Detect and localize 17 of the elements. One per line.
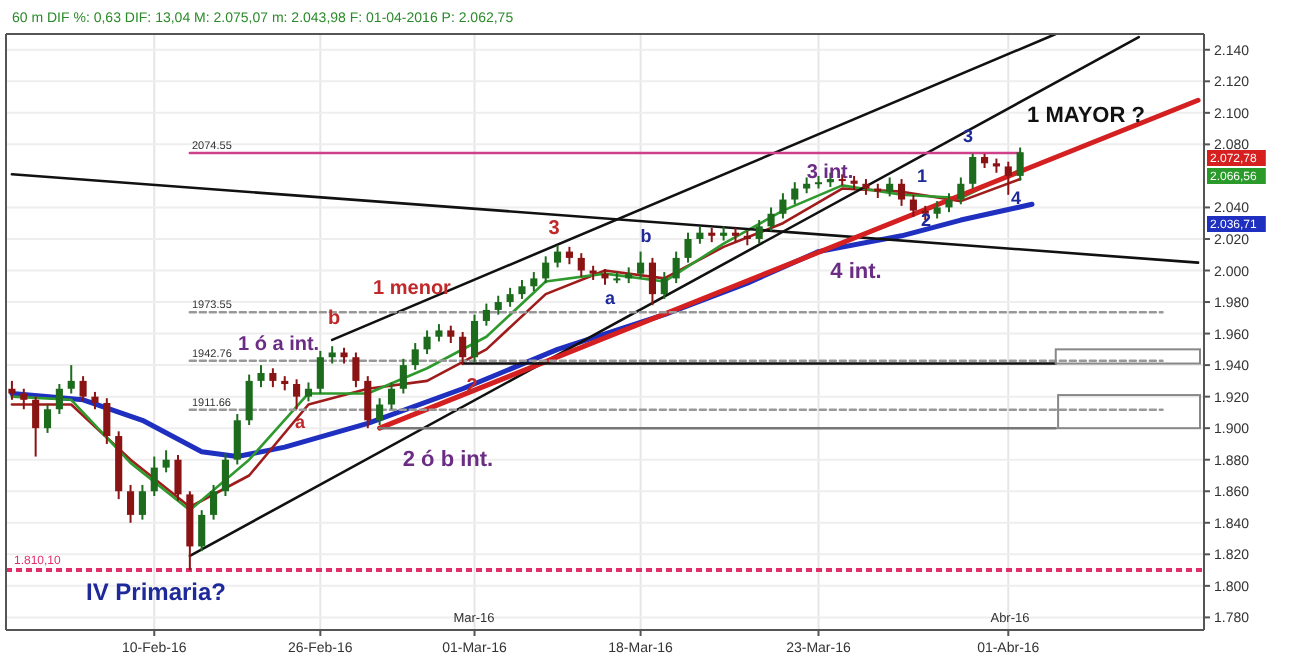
- annotation: b: [327, 308, 341, 330]
- annotation: a: [604, 288, 617, 308]
- annotation: 1: [916, 166, 928, 186]
- annotation: 1 ó a int.: [238, 334, 320, 356]
- annotation: 2: [466, 376, 479, 398]
- annotation: 4 int.: [830, 260, 882, 284]
- annotation: b: [640, 226, 653, 246]
- annotation: 2: [920, 210, 932, 230]
- annotation: 2 ó b int.: [402, 448, 494, 472]
- annotation: a: [294, 412, 307, 432]
- annotation: 1 menor: [373, 278, 452, 300]
- annotation: 3: [548, 218, 561, 240]
- annotation: 3 int.: [806, 162, 854, 184]
- annotation: IV Primaria?: [85, 578, 227, 606]
- annotation: 3: [962, 126, 974, 146]
- annotation: 1 MAYOR ?: [1027, 104, 1146, 128]
- annotation: 4: [1010, 188, 1022, 208]
